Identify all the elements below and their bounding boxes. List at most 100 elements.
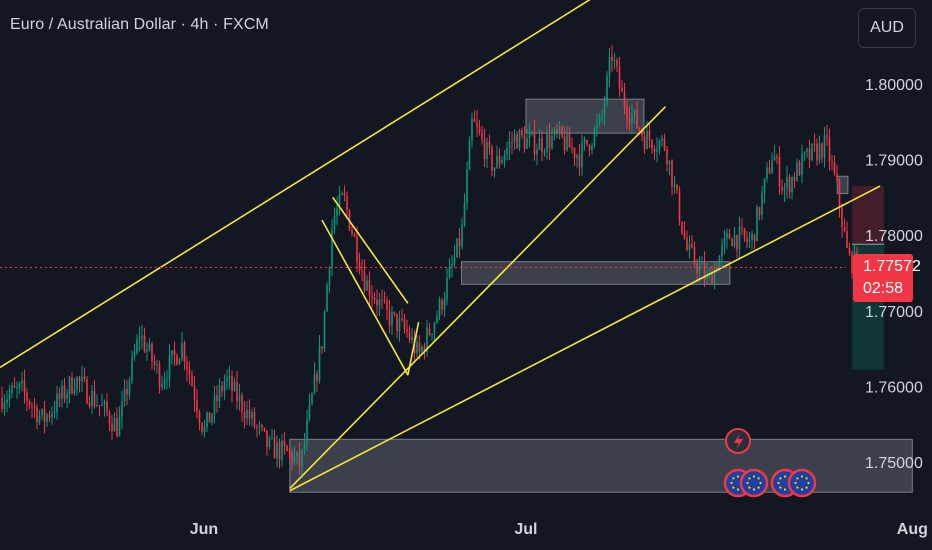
candle-body <box>258 425 261 427</box>
candle-body <box>816 144 818 161</box>
candle-body <box>83 376 86 379</box>
candle-body <box>738 227 741 250</box>
candle-body <box>458 238 461 247</box>
candle-body <box>108 412 111 425</box>
candle-body <box>388 309 391 326</box>
candle-body <box>426 327 428 352</box>
candle-body <box>503 155 506 160</box>
trendline <box>321 219 409 376</box>
eu-star <box>752 475 756 478</box>
candle-body <box>511 141 513 143</box>
candle-body <box>556 128 558 133</box>
candle-body <box>166 379 168 381</box>
candle-body <box>78 377 81 382</box>
eu-star <box>796 486 799 489</box>
candle-body <box>766 167 768 179</box>
candle-body <box>756 207 758 242</box>
candle-body <box>581 142 583 168</box>
eu-star <box>783 475 787 478</box>
candle-body <box>158 364 161 388</box>
x-tick-label: Aug <box>897 521 928 538</box>
candle-body <box>6 399 8 404</box>
candle-body <box>621 87 623 93</box>
candle-body <box>586 139 588 145</box>
candle-body <box>718 256 721 271</box>
candle-body <box>506 148 508 156</box>
candle-body <box>526 138 528 149</box>
candle-body <box>353 233 356 237</box>
candle-body <box>606 75 608 103</box>
candle-body <box>453 256 456 265</box>
candle-body <box>786 177 788 189</box>
candle-body <box>251 411 253 419</box>
candle-body <box>138 338 141 340</box>
currency-button[interactable]: AUD <box>858 8 916 48</box>
candle-body <box>246 409 248 419</box>
candle-body <box>651 140 653 149</box>
candle-body <box>338 194 341 209</box>
candle-body <box>143 335 146 352</box>
candle-body <box>11 385 13 394</box>
event-markers-layer <box>723 428 817 498</box>
candle-body <box>368 280 371 296</box>
candle-body <box>268 437 271 448</box>
candle-body <box>411 337 413 340</box>
candle-body <box>63 385 66 399</box>
candle-body <box>828 136 831 162</box>
candle-body <box>843 227 846 232</box>
eu-star <box>807 481 810 485</box>
candle-body <box>376 300 378 306</box>
candle-body <box>663 138 666 149</box>
candle-body <box>681 221 683 234</box>
candle-body <box>633 110 636 115</box>
candle-body <box>466 169 468 204</box>
candle-body <box>733 234 736 247</box>
candle-body <box>43 409 46 423</box>
candle-body <box>751 234 753 240</box>
candle-body <box>58 393 61 399</box>
candle-body <box>103 401 106 405</box>
candle-body <box>273 437 276 459</box>
candle-body <box>771 160 773 174</box>
candle-body <box>188 369 191 376</box>
candle-body <box>253 411 256 427</box>
candle-body <box>53 411 56 413</box>
candle-body <box>111 424 113 432</box>
candle-body <box>558 126 561 133</box>
candle-body <box>658 140 661 150</box>
candle-body <box>813 143 816 145</box>
candle-body <box>748 239 751 242</box>
candle-body <box>128 380 131 395</box>
candle-body <box>491 147 493 171</box>
candle-body <box>56 393 58 412</box>
candle-body <box>141 335 143 339</box>
candle-body <box>96 405 98 407</box>
candle-body <box>521 130 523 136</box>
trendline <box>0 0 591 369</box>
candle-body <box>323 311 326 349</box>
candle-body <box>61 385 63 399</box>
candle-body <box>753 234 756 242</box>
candle-body <box>683 233 686 239</box>
candle-body <box>613 60 616 62</box>
candle-body <box>641 131 643 137</box>
candle-body <box>428 327 431 335</box>
candle-body <box>476 121 478 127</box>
candle-body <box>216 395 218 402</box>
candle-body <box>291 451 293 463</box>
candle-body <box>441 300 443 310</box>
candle-body <box>293 456 296 463</box>
candle-body <box>331 229 333 268</box>
candle-body <box>378 299 381 306</box>
candle-body <box>831 161 833 163</box>
candle-body <box>508 141 511 149</box>
candle-body <box>666 148 668 164</box>
candle-body <box>398 318 401 332</box>
trendline <box>289 106 667 490</box>
trendline <box>407 321 420 376</box>
x-tick-label: Jul <box>514 521 537 538</box>
candle-body <box>533 131 536 155</box>
symbol-title: Euro / Australian Dollar · 4h · FXCM <box>10 16 269 33</box>
candle-body <box>18 383 21 388</box>
